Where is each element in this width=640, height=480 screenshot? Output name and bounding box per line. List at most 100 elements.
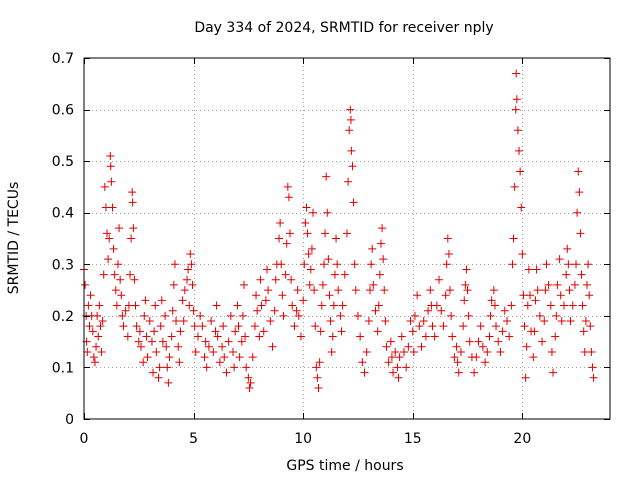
data-point <box>386 337 395 346</box>
data-point <box>454 368 463 377</box>
data-point <box>89 353 98 362</box>
data-point <box>362 347 371 356</box>
data-point <box>379 255 388 264</box>
data-point <box>287 275 296 284</box>
data-point <box>215 358 224 367</box>
data-point <box>510 182 519 191</box>
data-point <box>309 208 318 217</box>
data-point <box>279 311 288 320</box>
data-point <box>582 280 591 289</box>
data-point <box>332 234 341 243</box>
data-point <box>168 306 177 315</box>
data-point <box>517 203 526 212</box>
data-point <box>231 327 240 336</box>
data-point <box>589 373 598 382</box>
data-point <box>313 373 322 382</box>
data-point <box>165 353 174 362</box>
data-point <box>381 317 390 326</box>
data-point <box>459 322 468 331</box>
data-point <box>432 301 441 310</box>
data-point <box>576 229 585 238</box>
data-point <box>375 270 384 279</box>
data-point <box>303 229 312 238</box>
data-point <box>312 363 321 372</box>
data-point <box>314 384 323 393</box>
data-point <box>573 208 582 217</box>
data-point <box>549 368 558 377</box>
data-point <box>409 347 418 356</box>
data-point <box>588 363 597 372</box>
data-point <box>443 234 452 243</box>
data-point <box>397 332 406 341</box>
data-point <box>521 373 530 382</box>
data-point <box>167 332 176 341</box>
data-point <box>307 244 316 253</box>
data-point <box>237 337 246 346</box>
data-point <box>402 363 411 372</box>
data-point <box>349 198 358 207</box>
data-point <box>327 347 336 356</box>
data-point <box>348 162 357 171</box>
data-point <box>253 306 262 315</box>
data-point <box>371 306 380 315</box>
data-point <box>343 229 351 238</box>
data-point <box>448 332 457 341</box>
data-point <box>284 193 293 202</box>
data-point <box>369 280 378 289</box>
data-point <box>579 327 588 336</box>
data-point <box>540 317 549 326</box>
data-point <box>259 327 268 336</box>
data-point <box>541 286 550 295</box>
data-point <box>286 229 295 238</box>
data-point <box>98 317 107 326</box>
data-point <box>128 188 137 197</box>
data-point <box>179 317 188 326</box>
data-point <box>465 337 474 346</box>
data-point <box>325 291 334 300</box>
data-point <box>234 322 243 331</box>
data-point <box>404 342 413 351</box>
data-point <box>86 291 95 300</box>
data-point <box>155 363 164 372</box>
data-point <box>360 368 369 377</box>
data-point <box>333 260 342 269</box>
data-point <box>185 301 194 310</box>
data-point <box>255 332 264 341</box>
data-point <box>244 373 253 382</box>
data-point <box>186 249 195 258</box>
data-point <box>135 327 144 336</box>
data-point <box>305 280 314 289</box>
data-point <box>300 260 309 269</box>
data-point <box>212 301 221 310</box>
data-point <box>252 291 261 300</box>
data-point <box>337 327 346 336</box>
data-point <box>461 280 470 289</box>
data-point <box>106 162 115 171</box>
data-point <box>384 358 393 367</box>
data-point <box>512 95 521 104</box>
data-point <box>92 342 101 351</box>
data-point <box>180 286 189 295</box>
data-point <box>417 342 426 351</box>
data-point <box>413 291 422 300</box>
data-point <box>131 301 140 310</box>
data-point <box>142 332 151 341</box>
data-point <box>290 322 299 331</box>
data-point <box>184 265 193 274</box>
data-point <box>115 224 124 233</box>
data-point <box>507 301 516 310</box>
data-point <box>292 306 301 315</box>
data-point <box>111 286 120 295</box>
data-point <box>118 311 127 320</box>
data-point <box>222 368 231 377</box>
data-point <box>374 301 383 310</box>
data-point <box>324 255 333 264</box>
data-point <box>426 286 435 295</box>
chart-title: Day 334 of 2024, SRMTID for receiver npl… <box>194 20 493 36</box>
data-point <box>132 322 141 331</box>
y-tick-label: 0.1 <box>52 360 74 376</box>
data-point <box>334 286 343 295</box>
data-point <box>406 317 415 326</box>
data-point <box>437 306 446 315</box>
